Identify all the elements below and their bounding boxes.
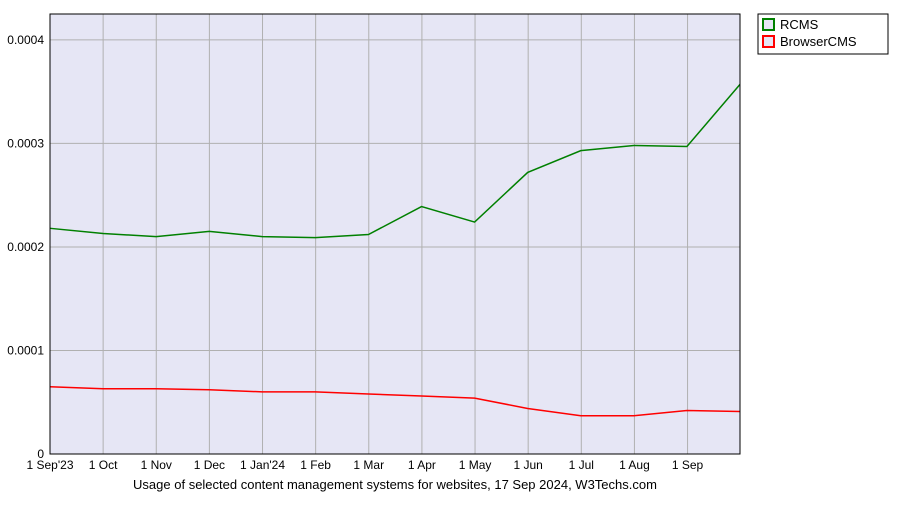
x-tick-label: 1 Apr — [408, 458, 436, 472]
x-tick-label: 1 Sep'23 — [27, 458, 74, 472]
x-tick-label: 1 Jul — [569, 458, 594, 472]
y-tick-label: 0.0002 — [7, 240, 44, 254]
legend-label: BrowserCMS — [780, 34, 857, 49]
x-tick-label: 1 Sep — [672, 458, 704, 472]
x-tick-label: 1 Dec — [194, 458, 225, 472]
y-tick-label: 0.0004 — [7, 33, 44, 47]
x-tick-label: 1 Jun — [513, 458, 542, 472]
chart-caption: Usage of selected content management sys… — [133, 477, 657, 492]
x-tick-label: 1 Aug — [619, 458, 650, 472]
chart-container: 00.00010.00020.00030.00041 Sep'231 Oct1 … — [0, 0, 900, 500]
chart-svg: 00.00010.00020.00030.00041 Sep'231 Oct1 … — [0, 0, 900, 500]
x-tick-label: 1 Nov — [141, 458, 172, 472]
legend-swatch — [763, 36, 774, 47]
x-tick-label: 1 Mar — [353, 458, 384, 472]
legend-swatch — [763, 19, 774, 30]
plot-area — [50, 14, 740, 454]
legend: RCMS BrowserCMS — [758, 14, 888, 54]
y-tick-label: 0.0003 — [7, 136, 44, 150]
x-tick-label: 1 Feb — [300, 458, 331, 472]
legend-label: RCMS — [780, 17, 819, 32]
x-tick-label: 1 Oct — [89, 458, 118, 472]
x-tick-label: 1 Jan'24 — [240, 458, 285, 472]
x-tick-label: 1 May — [459, 458, 492, 472]
y-tick-label: 0.0001 — [7, 343, 44, 357]
